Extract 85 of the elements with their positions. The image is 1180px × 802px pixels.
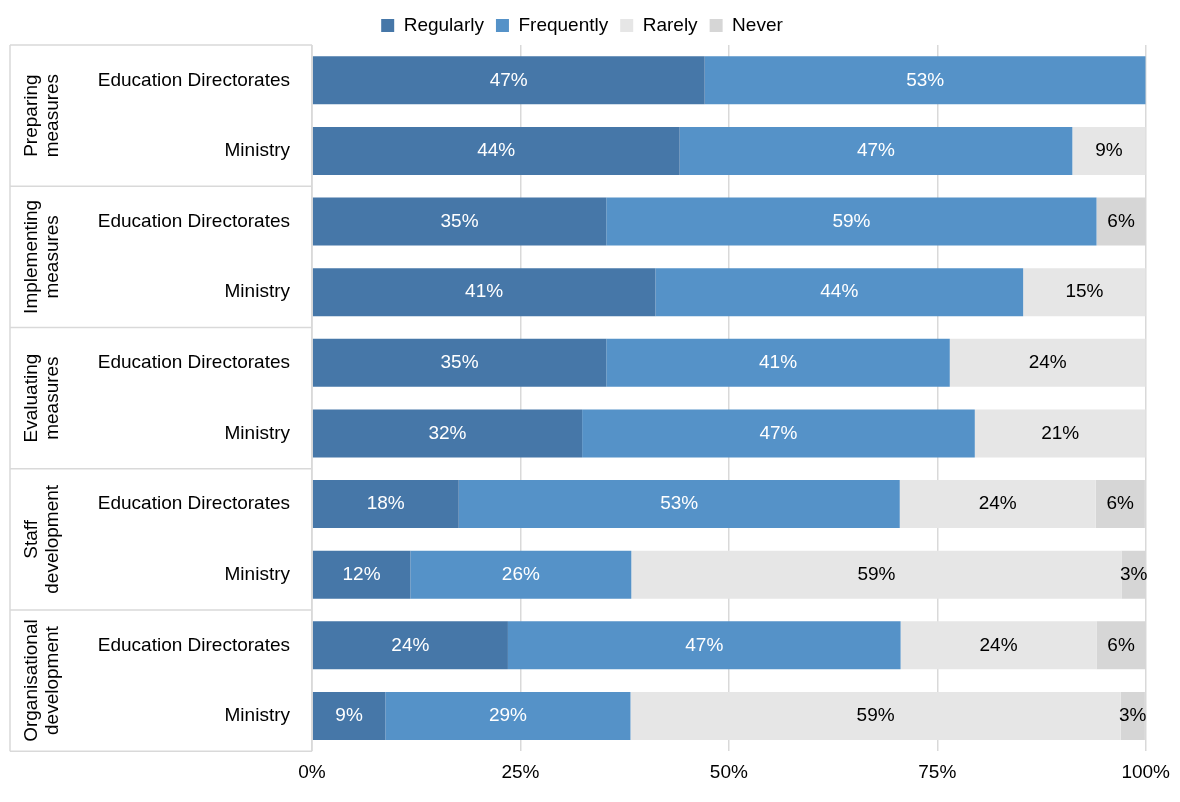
y-tick-label: Education Directorates [97,633,290,655]
data-label: 53% [906,68,945,90]
bar [704,56,1146,105]
legend-label: Frequently [518,13,609,35]
data-label: 29% [488,704,528,726]
bar [312,56,705,105]
text: Evaluating measures [19,353,62,443]
data-label: 18% [366,492,405,514]
y-tick-label: Ministry [224,139,291,161]
y-tick-label: Ministry [224,562,291,584]
data-label: 3% [1119,562,1148,584]
data-label: 6% [1107,209,1135,231]
bar [900,621,1097,670]
bar [312,197,607,246]
data-label: 44% [477,139,516,161]
text: Staff development [19,484,62,594]
bar [582,409,975,458]
y-tick-label: Ministry [224,704,291,726]
data-label: 59% [857,562,896,584]
bar [606,197,1097,246]
data-label: 6% [1106,492,1135,514]
data-label: 47% [489,68,528,90]
bar [312,550,411,599]
legend-label: Never [732,13,784,35]
bar [949,338,1146,387]
data-label: 35% [440,209,479,231]
data-label: 32% [428,421,467,443]
y-tick-label: Education Directorates [97,351,290,373]
data-label: 21% [1041,421,1080,443]
legend-label: Rarely [642,13,699,35]
bar [458,480,900,529]
data-label: 9% [335,704,363,726]
y-tick-label: Education Directorates [97,68,290,90]
text: Organisational development [19,619,62,742]
bar [606,338,950,387]
data-label: 15% [1065,280,1104,302]
data-label: 59% [856,704,895,726]
bar [679,126,1073,175]
data-label: 24% [979,633,1018,655]
data-label: 44% [820,280,859,302]
bar [312,338,607,387]
data-label: 47% [856,139,896,161]
bar [507,621,901,670]
bar [410,550,632,599]
bar [312,268,656,317]
text: Preparing measures [19,73,62,158]
data-label: 41% [465,280,504,302]
data-label: 6% [1107,633,1135,655]
x-tick-label: 25% [501,760,540,782]
data-label: 26% [501,562,540,584]
bar [974,409,1146,458]
x-tick-label: 50% [709,760,748,782]
x-tick-label: 100% [1121,760,1171,782]
x-tick-label: 75% [918,760,957,782]
legend-label: Regularly [403,13,485,35]
y-tick-label: Education Directorates [97,492,290,514]
data-label: 24% [978,492,1017,514]
data-label: 41% [759,351,798,373]
data-label: 53% [660,492,699,514]
data-label: 24% [1028,351,1067,373]
data-label: 24% [391,633,430,655]
x-tick-label: 0% [298,760,326,782]
y-tick-label: Ministry [224,280,291,302]
data-label: 47% [685,633,724,655]
data-label: 47% [759,421,798,443]
bar [899,480,1096,529]
bar [312,409,583,458]
bar [312,621,508,670]
bar [312,480,459,529]
data-label: 35% [440,351,479,373]
data-label: 9% [1095,139,1123,161]
data-label: 59% [832,209,871,231]
bar [655,268,1024,317]
bar [630,691,1121,740]
bar [1072,126,1146,175]
bar [312,126,680,175]
y-tick-label: Ministry [224,421,291,443]
bar [385,691,631,740]
data-label: 12% [342,562,381,584]
bar [631,550,1122,599]
bar [1023,268,1146,317]
text: Implementing measures [19,199,62,314]
bar [312,691,386,740]
y-tick-label: Education Directorates [97,209,290,231]
data-label: 3% [1119,704,1147,726]
